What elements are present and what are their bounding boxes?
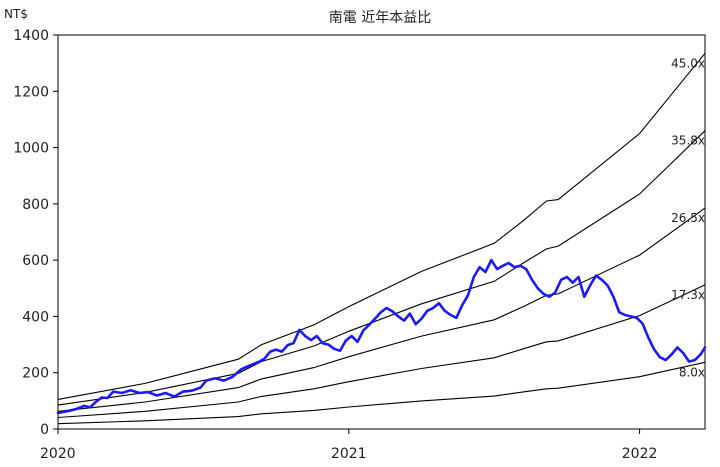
y-tick-label-5: 1000 xyxy=(13,141,49,157)
y-tick-label-3: 600 xyxy=(22,253,49,269)
pe-band-labels: 45.0x 35.8x 26.5x 17.3x 8.0x xyxy=(671,56,705,379)
x-tick-label-1: 2021 xyxy=(331,446,367,462)
x-tick-label-2: 2022 xyxy=(622,446,658,462)
plot-frame xyxy=(57,34,706,430)
x-axis: 2020 2021 2022 xyxy=(40,429,657,462)
price-series xyxy=(56,258,707,415)
price-line-0 xyxy=(56,258,707,415)
pe-bands xyxy=(57,52,706,425)
y-tick-label-2: 400 xyxy=(22,309,49,325)
y-axis: 0 200 400 600 800 1000 1200 1400 xyxy=(13,28,58,438)
x-tick-label-0: 2020 xyxy=(40,446,76,462)
pe-band-line-4 xyxy=(57,361,706,425)
y-tick-label-4: 800 xyxy=(22,197,49,213)
pe-band-line-2 xyxy=(57,207,706,412)
chart-title: 南電 近年本益比 xyxy=(329,10,431,26)
pe-band-line-3 xyxy=(57,284,706,419)
pe-band-label-4: 8.0x xyxy=(679,365,705,379)
pe-band-label-2: 26.5x xyxy=(671,211,705,225)
pe-band-label-1: 35.8x xyxy=(671,134,705,148)
y-tick-label-6: 1200 xyxy=(13,84,49,100)
pe-band-label-3: 17.3x xyxy=(671,288,705,302)
pe-band-line-0 xyxy=(57,52,706,400)
y-tick-label-0: 0 xyxy=(40,422,49,438)
y-tick-label-7: 1400 xyxy=(13,28,49,44)
y-tick-label-1: 200 xyxy=(22,366,49,382)
pe-band-line-1 xyxy=(57,130,706,406)
pe-band-label-0: 45.0x xyxy=(671,56,705,70)
unit-label: NT$ xyxy=(4,7,28,21)
